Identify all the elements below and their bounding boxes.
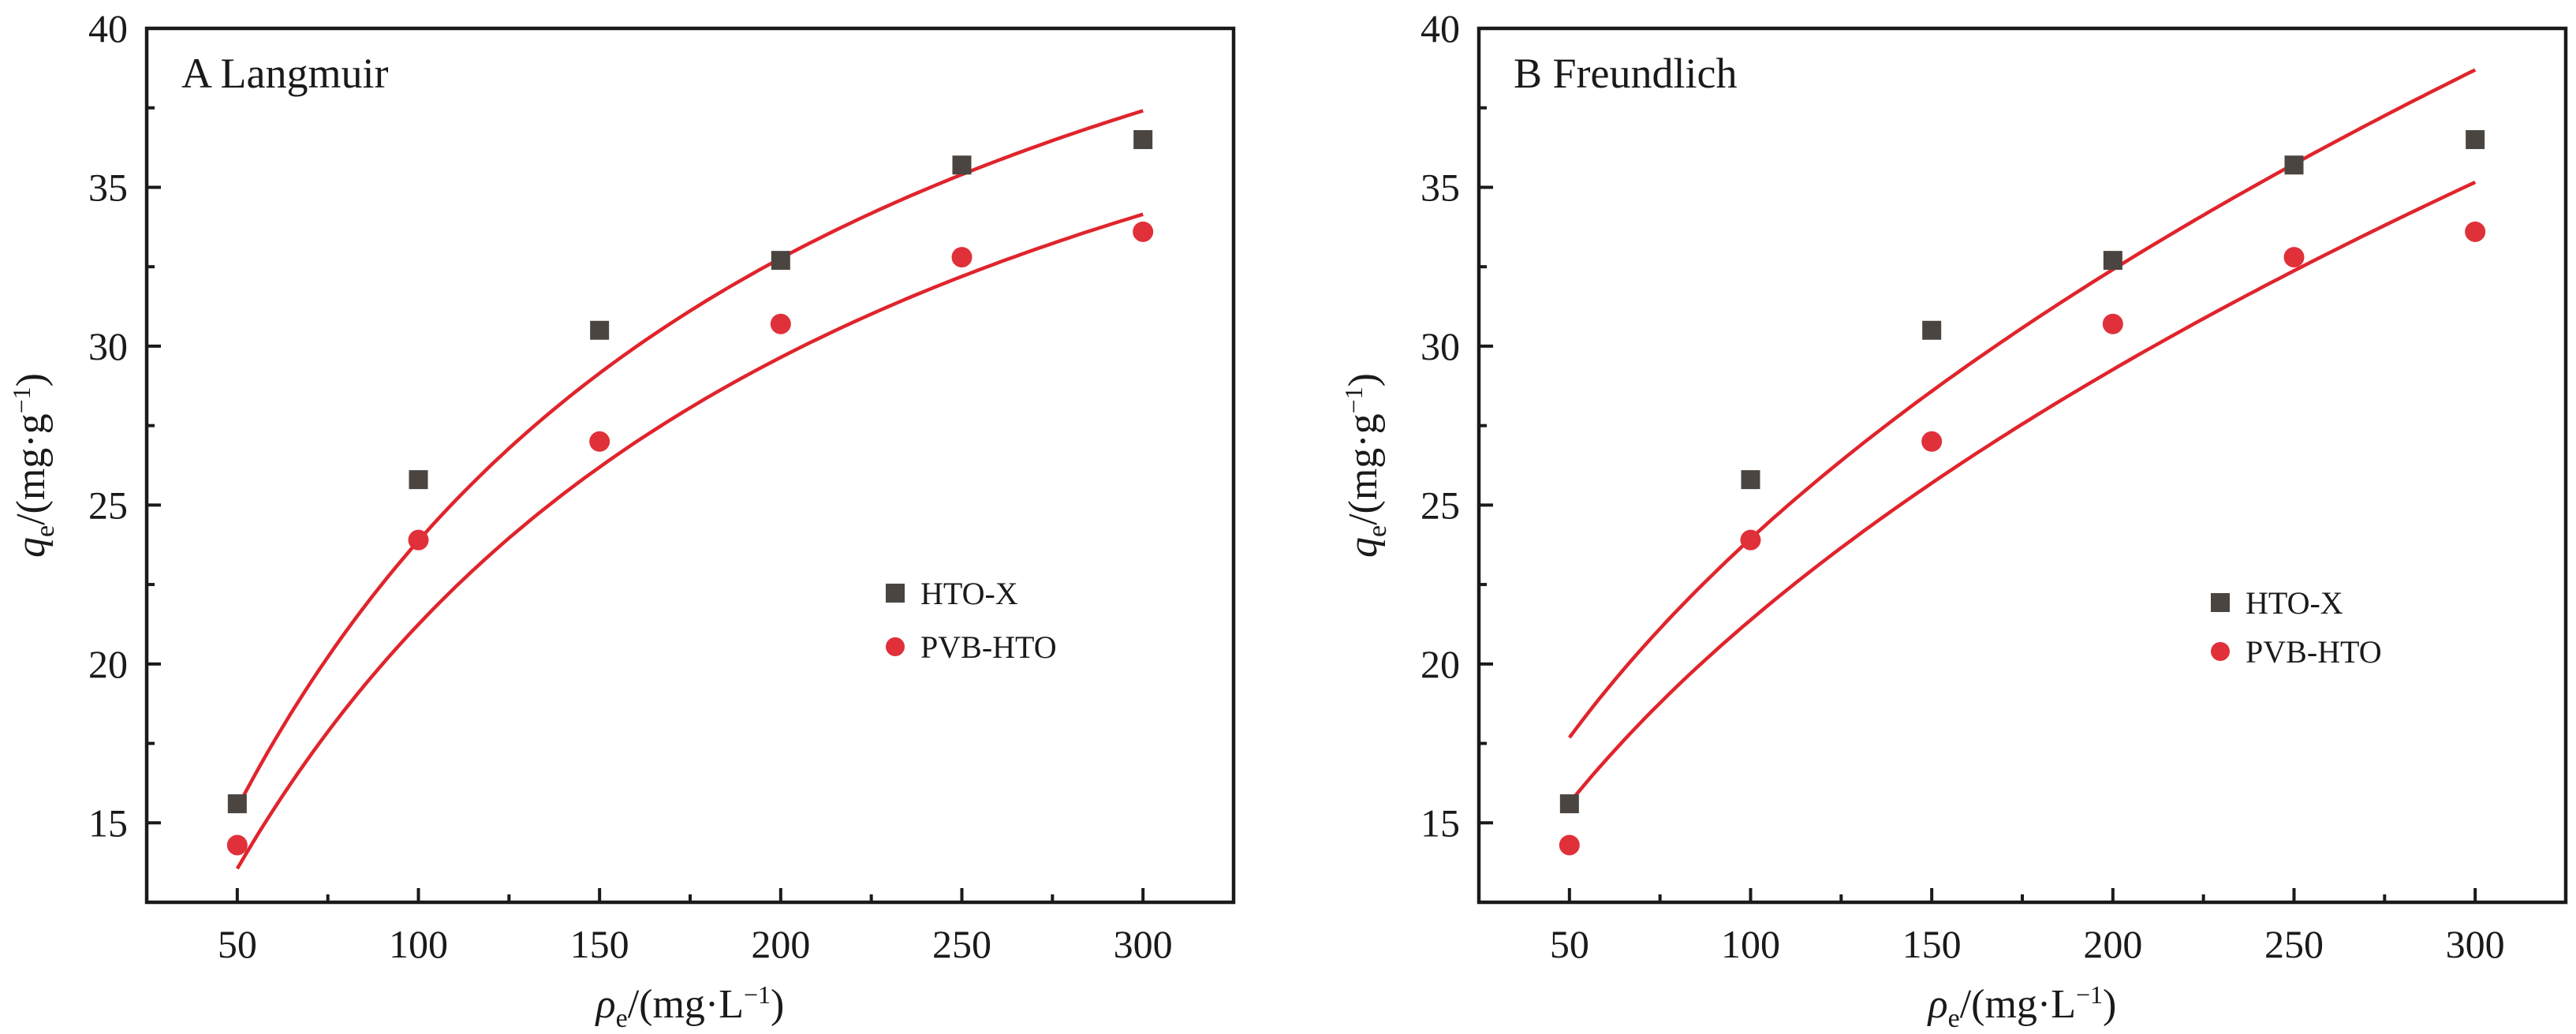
fit-curve-pvb-hto xyxy=(1568,181,2477,804)
legend-marker-square xyxy=(2211,593,2230,612)
data-point-pvb-hto xyxy=(2102,313,2123,334)
plot-frame xyxy=(1477,26,2568,905)
data-point-pvb-hto xyxy=(589,431,610,452)
data-point-hto-x xyxy=(2103,251,2122,271)
data-point-hto-x xyxy=(2284,155,2304,175)
legend: HTO-X PVB-HTO xyxy=(886,576,1057,665)
x-tick-label: 300 xyxy=(1114,922,1173,966)
x-tick-label: 100 xyxy=(389,922,448,966)
data-point-pvb-hto xyxy=(2465,221,2486,242)
legend-label: PVB-HTO xyxy=(2246,634,2382,670)
data-point-hto-x xyxy=(771,251,790,271)
fit-curve-pvb-hto xyxy=(235,212,1144,870)
data-point-hto-x xyxy=(590,320,610,340)
x-tick-label: 300 xyxy=(2446,922,2505,966)
plot-frame xyxy=(144,26,1236,905)
panel-title: A Langmuir xyxy=(181,50,388,97)
x-axis-label: ρe/(mg·L−1) xyxy=(595,980,785,1033)
data-point-pvb-hto xyxy=(951,247,973,268)
x-tick-label: 200 xyxy=(751,922,810,966)
x-tick-label: 50 xyxy=(1550,922,1589,966)
fit-curve-hto-x xyxy=(1568,68,2477,739)
x-tick-label: 250 xyxy=(2264,922,2324,966)
data-point-pvb-hto xyxy=(1559,834,1580,856)
panel-b: 50 100 150 200 250 300 15 20 25 30 35 40 B Freundlic… xyxy=(1339,6,2568,1033)
x-tick-label: 250 xyxy=(932,922,991,966)
legend-marker-circle xyxy=(2211,642,2230,661)
y-tick-label: 25 xyxy=(88,483,128,527)
x-tick-label: 150 xyxy=(570,922,629,966)
data-point-pvb-hto xyxy=(1133,221,1154,242)
y-tick-label: 15 xyxy=(88,801,128,845)
data-point-hto-x xyxy=(1922,320,1942,340)
data-point-hto-x xyxy=(952,155,972,175)
y-tick-label: 30 xyxy=(1421,324,1460,368)
y-tick-label: 15 xyxy=(1421,801,1460,845)
y-axis-label: qe/(mg·g−1) xyxy=(7,373,60,558)
legend-label: HTO-X xyxy=(2246,585,2343,621)
data-point-pvb-hto xyxy=(1740,529,1761,551)
y-tick-label: 40 xyxy=(1421,6,1460,50)
y-tick-label: 40 xyxy=(88,6,128,50)
legend: HTO-X PVB-HTO xyxy=(2211,585,2382,670)
panel-a: 50 100 150 200 250 300 15 20 25 30 35 40 A Langmuir H… xyxy=(7,6,1236,1033)
y-tick-label: 25 xyxy=(1421,483,1460,527)
x-tick-label: 200 xyxy=(2083,922,2142,966)
y-tick-label: 20 xyxy=(1421,642,1460,686)
legend-marker-circle xyxy=(886,637,905,656)
x-tick-label: 100 xyxy=(1721,922,1780,966)
data-point-pvb-hto xyxy=(408,529,429,551)
legend-label: HTO-X xyxy=(920,576,1018,611)
x-axis-label: ρe/(mg·L−1) xyxy=(1927,980,2117,1033)
legend-label: PVB-HTO xyxy=(920,629,1057,665)
panel-title: B Freundlich xyxy=(1514,50,1737,97)
data-point-hto-x xyxy=(2466,130,2485,150)
y-axis-label: qe/(mg·g−1) xyxy=(1339,373,1392,558)
x-tick-label: 150 xyxy=(1902,922,1962,966)
data-point-pvb-hto xyxy=(2283,247,2305,268)
data-point-hto-x xyxy=(1741,470,1760,490)
x-tick-label: 50 xyxy=(218,922,257,966)
data-point-pvb-hto xyxy=(770,313,791,334)
y-tick-label: 35 xyxy=(1421,165,1460,209)
legend-marker-square xyxy=(886,584,905,603)
y-tick-label: 35 xyxy=(88,165,128,209)
data-point-pvb-hto xyxy=(226,834,248,856)
y-tick-label: 20 xyxy=(88,642,128,686)
data-point-hto-x xyxy=(1559,794,1579,814)
data-point-hto-x xyxy=(1133,130,1153,150)
fit-curve-hto-x xyxy=(235,109,1144,809)
y-tick-label: 30 xyxy=(88,324,128,368)
data-point-hto-x xyxy=(409,470,428,490)
data-point-pvb-hto xyxy=(1921,431,1943,452)
data-point-hto-x xyxy=(227,794,247,814)
